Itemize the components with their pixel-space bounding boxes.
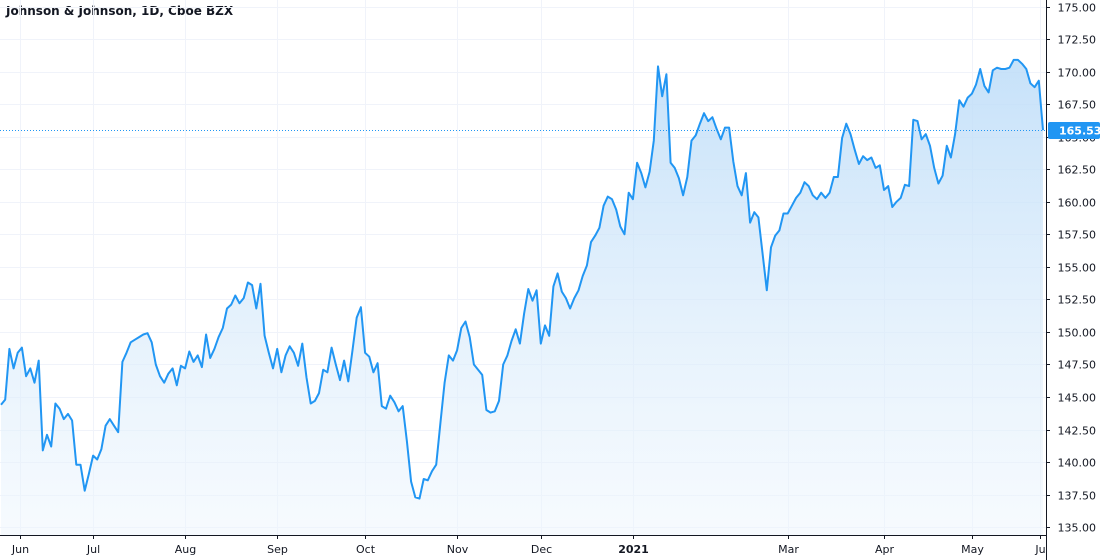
price-tick-label: 157.50 [1058, 229, 1097, 242]
time-tick-label: 2021 [618, 543, 649, 556]
price-tick-label: 135.00 [1058, 522, 1097, 535]
price-tick-label: 172.50 [1058, 34, 1097, 47]
price-tick-label: 150.00 [1058, 327, 1097, 340]
time-tick-label: Dec [531, 543, 552, 556]
time-axis: Jun Jul Aug Sep Oct Nov Dec 2021 Mar Apr May Ju [11, 535, 1046, 556]
time-tick-label: Ju [1034, 543, 1045, 556]
price-area-fill [1, 59, 1043, 535]
time-tick-label: Jul [86, 543, 100, 556]
time-tick-label: Apr [875, 543, 895, 556]
time-tick-label: Sep [267, 543, 288, 556]
price-tick-label: 167.50 [1058, 99, 1097, 112]
last-price-label-text: 165.53 [1059, 125, 1100, 138]
time-tick-label: Oct [356, 543, 376, 556]
price-tick-label: 137.50 [1058, 490, 1097, 503]
price-tick-label: 147.50 [1058, 359, 1097, 372]
price-tick-label: 170.00 [1058, 67, 1097, 80]
price-axis: 135.00 137.50 140.00 142.50 145.00 147.50 150.… [1046, 2, 1096, 535]
time-tick-label: May [961, 543, 984, 556]
price-tick-label: 162.50 [1058, 164, 1097, 177]
price-tick-label: 152.50 [1058, 294, 1097, 307]
last-price-label: 165.53 [1048, 122, 1100, 139]
time-tick-label: Aug [175, 543, 196, 556]
price-line [0, 58, 1044, 500]
time-tick-label: Mar [778, 543, 799, 556]
last-price-label-background [1048, 122, 1100, 139]
price-tick-label: 145.00 [1058, 392, 1097, 405]
price-tick-label: 175.00 [1058, 2, 1097, 15]
time-tick-label: Jun [11, 543, 29, 556]
price-tick-label: 155.00 [1058, 262, 1097, 275]
time-tick-label: Nov [447, 543, 469, 556]
price-tick-label: 140.00 [1058, 457, 1097, 470]
price-tick-label: 160.00 [1058, 197, 1097, 210]
price-tick-label: 142.50 [1058, 425, 1097, 438]
